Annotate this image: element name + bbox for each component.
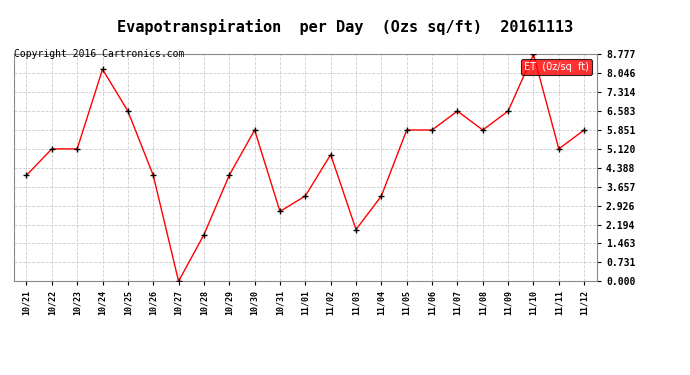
Text: Copyright 2016 Cartronics.com: Copyright 2016 Cartronics.com bbox=[14, 49, 184, 59]
Text: Evapotranspiration  per Day  (Ozs sq/ft)  20161113: Evapotranspiration per Day (Ozs sq/ft) 2… bbox=[117, 19, 573, 35]
Legend: ET  (0z/sq  ft): ET (0z/sq ft) bbox=[521, 59, 592, 75]
